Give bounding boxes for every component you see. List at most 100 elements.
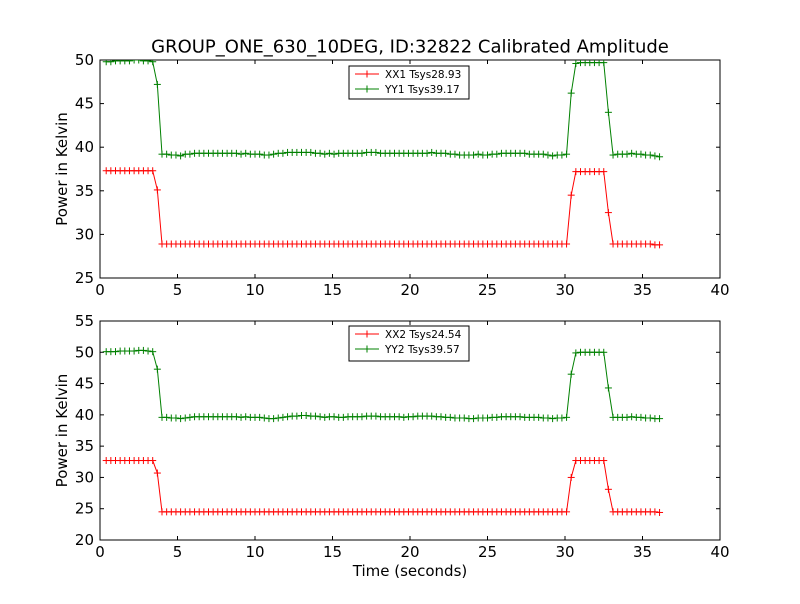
data-point bbox=[270, 150, 278, 158]
y-axis-label: Power in Kelvin bbox=[53, 374, 71, 488]
series-xx bbox=[102, 167, 664, 249]
x-tick-label: 30 bbox=[555, 543, 574, 561]
data-point bbox=[130, 347, 138, 355]
data-point bbox=[474, 150, 482, 158]
data-point bbox=[656, 415, 664, 423]
data-point bbox=[149, 348, 157, 356]
data-point bbox=[232, 149, 240, 157]
data-point bbox=[177, 152, 185, 160]
data-point bbox=[149, 457, 157, 465]
data-point bbox=[372, 412, 380, 420]
y-tick-label: 50 bbox=[75, 343, 94, 361]
legend-label: XX2 Tsys24.54 bbox=[385, 329, 462, 341]
data-point bbox=[153, 80, 161, 88]
data-point bbox=[604, 384, 612, 392]
data-point bbox=[446, 413, 454, 421]
data-point bbox=[535, 413, 543, 421]
legend-item: YY1 Tsys39.17 bbox=[355, 84, 460, 96]
data-point bbox=[163, 413, 171, 421]
legend-box bbox=[348, 65, 470, 100]
data-point bbox=[325, 149, 333, 157]
y-tick-label: 35 bbox=[75, 182, 94, 200]
data-point bbox=[409, 413, 417, 421]
series-yy bbox=[102, 60, 664, 161]
data-point bbox=[628, 149, 636, 157]
data-point bbox=[651, 508, 659, 516]
data-point bbox=[144, 60, 152, 65]
data-point bbox=[470, 151, 478, 159]
y-tick-label: 30 bbox=[75, 225, 94, 243]
x-tick-label: 15 bbox=[323, 281, 342, 299]
data-point bbox=[651, 152, 659, 160]
data-point bbox=[600, 60, 608, 67]
data-point bbox=[609, 151, 617, 159]
legend-box bbox=[348, 325, 470, 362]
data-point bbox=[284, 413, 292, 421]
data-point bbox=[646, 151, 654, 159]
data-point bbox=[293, 412, 301, 420]
data-point bbox=[623, 413, 631, 421]
data-point bbox=[637, 150, 645, 158]
x-tick-label: 20 bbox=[400, 543, 419, 561]
data-point bbox=[567, 370, 575, 378]
data-point bbox=[130, 60, 138, 64]
data-point bbox=[256, 413, 264, 421]
legend-item: XX1 Tsys28.93 bbox=[355, 69, 461, 81]
data-point bbox=[112, 348, 119, 356]
data-point bbox=[442, 149, 450, 157]
data-point bbox=[144, 347, 152, 355]
data-point bbox=[139, 346, 147, 354]
series-xx bbox=[102, 457, 664, 516]
data-point bbox=[237, 150, 245, 158]
data-point bbox=[172, 414, 180, 422]
data-point bbox=[567, 473, 575, 481]
data-point bbox=[321, 413, 329, 421]
data-point bbox=[451, 150, 459, 158]
y-tick-label: 40 bbox=[75, 138, 94, 156]
data-point bbox=[646, 240, 654, 248]
x-tick-label: 5 bbox=[173, 281, 183, 299]
x-tick-label: 30 bbox=[555, 281, 574, 299]
y-axis-label: Power in Kelvin bbox=[53, 112, 71, 226]
y-tick-label: 25 bbox=[75, 500, 94, 518]
data-point bbox=[521, 149, 529, 157]
data-point bbox=[567, 89, 575, 97]
data-point bbox=[330, 150, 338, 158]
data-point bbox=[516, 413, 524, 421]
data-point bbox=[600, 348, 608, 356]
data-point bbox=[604, 485, 612, 493]
data-point bbox=[428, 412, 436, 420]
data-point bbox=[125, 60, 133, 65]
data-point bbox=[437, 413, 445, 421]
data-point bbox=[242, 149, 250, 157]
data-point bbox=[172, 151, 180, 159]
y-tick-label: 25 bbox=[75, 269, 94, 287]
bottom-chart-panel: 0 5 10 15 20 25 30 35 40 20 25 30 35 40 45 50 55 Power in… bbox=[53, 312, 730, 561]
data-point bbox=[135, 60, 143, 64]
x-tick-label: 25 bbox=[478, 281, 497, 299]
data-point bbox=[484, 414, 491, 422]
y-tick-label: 40 bbox=[75, 406, 94, 424]
data-point bbox=[153, 365, 161, 373]
data-point bbox=[186, 413, 194, 421]
data-point bbox=[279, 149, 287, 157]
y-tick-label: 45 bbox=[75, 375, 94, 393]
figure-title: GROUP_ONE_630_10DEG, ID:32822 Calibrated… bbox=[151, 37, 669, 58]
data-point bbox=[600, 457, 608, 465]
data-point bbox=[107, 60, 115, 66]
y-tick-label: 50 bbox=[75, 51, 94, 69]
y-tick-label: 35 bbox=[75, 437, 94, 455]
data-point bbox=[302, 411, 310, 419]
data-point bbox=[558, 414, 566, 422]
data-point bbox=[539, 150, 547, 158]
data-point bbox=[572, 349, 580, 357]
data-point bbox=[628, 413, 636, 421]
data-point bbox=[242, 413, 250, 421]
data-point bbox=[270, 415, 278, 423]
data-point bbox=[279, 413, 287, 421]
x-tick-label: 10 bbox=[245, 281, 264, 299]
x-tick-label: 25 bbox=[478, 543, 497, 561]
data-point bbox=[604, 108, 612, 116]
